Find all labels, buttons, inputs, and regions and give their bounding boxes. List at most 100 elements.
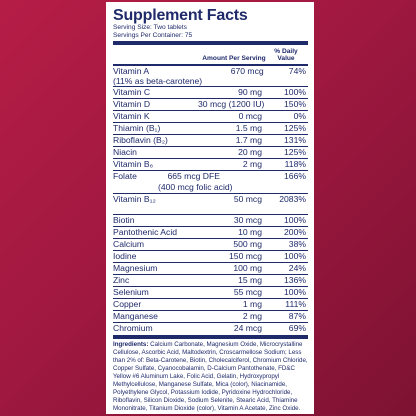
nutrient-name-block: Vitamin A (11% as beta-carotene) [113,66,202,86]
nutrient-row: Biotin 30 mcg 100% [113,213,308,226]
nutrient-daily-value: 125% [284,146,306,157]
nutrient-daily-value: 136% [284,274,306,285]
nutrient-row: Vitamin K 0 mcg 0% [113,109,308,122]
nutrient-name: Folate [113,170,137,181]
nutrient-name: Vitamin D [113,98,151,109]
nutrient-row: Pantothenic Acid 10 mg 200% [113,225,308,238]
nutrient-amount-value: 150 mcg [229,250,262,261]
nutrient-amount: 15 mg [198,275,264,286]
nutrient-amount-value: 1.7 mg [235,134,262,145]
nutrient-daily-value: 100% [284,86,306,97]
nutrient-amount: 30 mcg [198,215,264,226]
nutrient-row: Vitamin A (11% as beta-carotene) 670 mcg 74… [113,66,308,86]
nutrient-row: Vitamin D 30 mcg (1200 IU) 150% [113,97,308,110]
nutrient-amount: 150 mcg [198,251,264,262]
label-title: Supplement Facts [113,7,248,24]
nutrient-amount-value: 665 mcg DFE [167,170,220,181]
nutrient-row: Niacin 20 mg 125% [113,145,308,158]
nutrient-amount-value: 15 mg [238,274,262,285]
nutrient-row: Manganese 2 mg 87% [113,309,308,322]
nutrient-row: Folate 665 mcg DFE (400 mcg folic acid) 166… [113,169,308,193]
nutrient-amount: 0 mcg [198,111,264,122]
nutrient-amount-value: 24 mcg [233,322,262,333]
nutrient-daily-value: 166% [284,170,306,181]
nutrient-amount-value: 2 mg [242,310,262,321]
nutrient-amount: 100 mg [198,263,264,274]
nutrient-amount-value: 2 mg [242,158,262,169]
nutrient-table: Vitamin A (11% as beta-carotene) 670 mcg 74… [113,66,308,334]
nutrient-row: Chromium 24 mcg 69% [113,321,308,334]
nutrient-row: Magnesium 100 mg 24% [113,261,308,274]
nutrient-amount: 500 mg [198,239,264,250]
nutrient-name: Magnesium [113,262,158,273]
nutrient-daily-value: 111% [285,298,306,309]
nutrient-daily-value: 2083% [279,193,306,204]
nutrient-name: Iodine [113,250,137,261]
nutrient-amount: 665 mcg DFE (400 mcg folic acid) [158,171,264,193]
nutrient-amount: 10 mg [198,227,264,238]
nutrient-amount-value: 670 mcg [230,65,264,76]
nutrient-daily-value: 74% [288,65,306,76]
nutrient-amount-value: 0 mcg [238,110,262,121]
ingredients-text: Calcium Carbonate, Magnesium Oxide, Micr… [113,340,308,413]
nutrient-name: Niacin [113,146,137,157]
nutrient-amount-value: 55 mcg [233,286,262,297]
nutrient-amount: 90 mg [198,87,264,98]
nutrient-amount: 55 mcg [198,287,264,298]
nutrient-daily-value: 150% [284,98,306,109]
nutrient-amount: 670 mcg [202,66,265,77]
nutrient-name: Vitamin B₆ [113,158,154,169]
nutrient-row: Iodine 150 mcg 100% [113,249,308,262]
nutrient-amount-value: 500 mg [233,238,262,249]
nutrient-amount-value: 30 mcg (1200 IU) [198,98,265,109]
nutrient-daily-value: 38% [288,238,306,249]
nutrient-amount-value: 20 mg [238,146,262,157]
nutrient-daily-value: 24% [288,262,306,273]
nutrient-name: Vitamin K [113,110,150,121]
nutrient-name: Thiamin (B₁) [113,122,161,133]
nutrient-amount-value: 1 mg [242,298,262,309]
nutrient-daily-value: 131% [284,134,306,145]
serving-size: Serving Size: Two tablets [113,24,187,31]
nutrient-row: Vitamin C 90 mg 100% [113,85,308,98]
nutrient-amount: 20 mg [198,147,264,158]
nutrient-row: Riboflavin (B₂) 1.7 mg 131% [113,133,308,146]
nutrient-row: Thiamin (B₁) 1.5 mg 125% [113,121,308,134]
nutrient-daily-value: 100% [284,286,306,297]
nutrient-name: Zinc [113,274,130,285]
nutrient-name: Vitamin C [113,86,151,97]
nutrient-name: Riboflavin (B₂) [113,134,168,145]
nutrient-row: Vitamin B₁₂ 50 mcg 2083% [113,192,308,214]
nutrient-note: (400 mcg folic acid) [158,181,233,192]
column-header: Amount Per Serving % Daily Value [113,45,308,64]
nutrient-name: Pantothenic Acid [113,226,178,237]
divider-thick [113,40,308,45]
nutrient-daily-value: 0% [293,110,306,121]
nutrient-name: Copper [113,298,142,309]
divider-medium [113,63,308,66]
servings-per-container: Servings Per Container: 75 [113,31,193,39]
nutrient-amount: 2 mg [198,311,264,322]
nutrient-daily-value: 69% [288,322,306,333]
nutrient-row: Vitamin B₆ 2 mg 118% [113,157,308,170]
nutrient-daily-value: 200% [284,226,306,237]
nutrient-row: Copper 1 mg 111% [113,297,308,310]
nutrient-amount: 1.5 mg [198,123,264,134]
nutrient-amount: 24 mcg [198,323,264,334]
nutrient-daily-value: 100% [284,214,306,225]
nutrient-daily-value: 118% [284,158,306,169]
ingredients-label: Ingredients: [113,340,149,348]
nutrient-daily-value: 125% [284,122,306,133]
nutrient-row: Selenium 55 mcg 100% [113,285,308,298]
nutrient-amount: 1.7 mg [198,135,264,146]
ingredients-block: Ingredients: Calcium Carbonate, Magnesiu… [113,341,308,414]
nutrient-amount: 2 mg [198,159,264,170]
supplement-facts-panel: Supplement Facts Serving Size: Two table… [106,2,314,414]
nutrient-amount-value: 50 mcg [233,193,262,204]
nutrient-daily-value: 100% [284,250,306,261]
nutrient-name: Chromium [113,322,153,333]
nutrient-name: Vitamin A [113,65,150,76]
nutrient-name: Vitamin B₁₂ [113,193,156,204]
nutrient-amount: 30 mcg (1200 IU) [198,99,264,110]
nutrient-amount: 1 mg [198,299,264,310]
